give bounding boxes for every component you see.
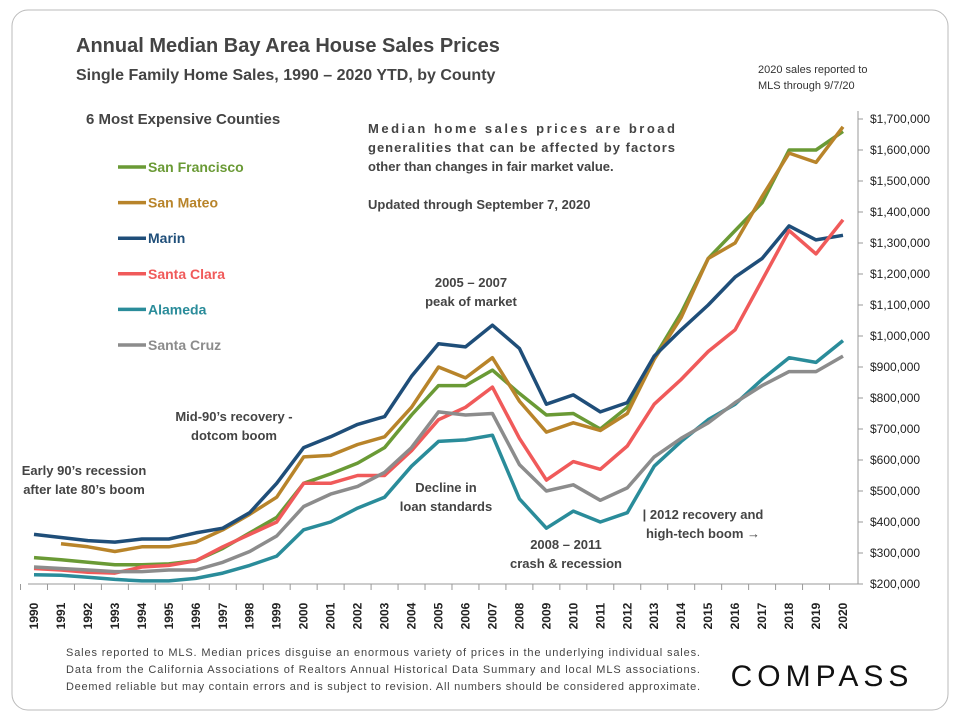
- footer: Deemed reliable but may contain errors a…: [66, 681, 700, 693]
- annotation: dotcom boom: [191, 428, 277, 443]
- y-tick-label: $1,700,000: [870, 112, 930, 126]
- x-tick-label: 2006: [458, 602, 472, 629]
- description: generalities that can be affected by fac…: [368, 140, 675, 155]
- series-line: [33, 339, 845, 583]
- y-tick-label: $1,500,000: [870, 174, 930, 188]
- legend-label: Santa Clara: [148, 266, 225, 282]
- x-tick-label: 2013: [647, 602, 661, 629]
- y-tick-label: $200,000: [870, 577, 920, 591]
- annotation: Early 90’s recession: [22, 463, 147, 478]
- y-tick-label: $1,300,000: [870, 236, 930, 250]
- x-tick-label: 2004: [405, 602, 419, 629]
- annotation: 2005 – 2007: [435, 275, 507, 290]
- footer: Data from the California Associations of…: [66, 664, 700, 676]
- annotation: loan standards: [400, 499, 492, 514]
- annotation: crash & recession: [510, 556, 622, 571]
- y-tick-label: $400,000: [870, 515, 920, 529]
- x-tick-label: 2017: [755, 602, 769, 629]
- y-tick-label: $1,400,000: [870, 205, 930, 219]
- x-tick-label: 2015: [701, 602, 715, 629]
- annotation: high-tech boom →: [646, 526, 760, 541]
- y-tick-label: $1,100,000: [870, 298, 930, 312]
- x-tick-label: 1997: [216, 602, 230, 629]
- annotation: peak of market: [425, 294, 517, 309]
- series-line: [33, 218, 845, 575]
- note: 2020 sales reported to: [758, 64, 867, 76]
- x-tick-label: 2018: [782, 602, 796, 629]
- note: MLS through 9/7/20: [758, 80, 855, 92]
- x-tick-label: 2009: [539, 602, 553, 629]
- description: Updated through September 7, 2020: [368, 197, 591, 212]
- y-tick-label: $700,000: [870, 422, 920, 436]
- x-tick-label: 2019: [809, 602, 823, 629]
- x-tick-label: 1991: [54, 602, 68, 629]
- legend-label: Marin: [148, 230, 185, 246]
- y-tick-label: $1,200,000: [870, 267, 930, 281]
- x-tick-label: 2007: [485, 602, 499, 629]
- x-tick-label: 2012: [620, 602, 634, 629]
- x-tick-label: 2000: [297, 602, 311, 629]
- x-tick-label: 1996: [189, 602, 203, 629]
- footer: Sales reported to MLS. Median prices dis…: [66, 647, 700, 659]
- description: Median home sales prices are broad: [368, 121, 675, 136]
- legend-label: Alameda: [148, 301, 207, 317]
- y-tick-label: $800,000: [870, 391, 920, 405]
- chart-subtitle: Single Family Home Sales, 1990 – 2020 YT…: [76, 67, 496, 84]
- annotation: after late 80’s boom: [23, 482, 145, 497]
- y-tick-label: $900,000: [870, 360, 920, 374]
- x-tick-label: 2010: [566, 602, 580, 629]
- annotation: | 2012 recovery and: [643, 507, 764, 522]
- x-tick-label: 1998: [243, 602, 257, 629]
- series-line: [60, 125, 845, 554]
- chart-title: Annual Median Bay Area House Sales Price…: [76, 35, 500, 57]
- annotation: 2008 – 2011: [530, 537, 602, 552]
- y-tick-label: $1,000,000: [870, 329, 930, 343]
- x-tick-label: 1994: [135, 602, 149, 629]
- series-line: [33, 354, 844, 574]
- annotation: Mid-90’s recovery -: [175, 409, 292, 424]
- x-tick-label: 2008: [512, 602, 526, 629]
- x-tick-label: 1990: [27, 602, 41, 629]
- frame: [11, 9, 949, 711]
- x-tick-label: 2020: [836, 602, 850, 629]
- x-tick-label: 2011: [593, 603, 607, 629]
- x-tick-label: 2003: [378, 602, 392, 629]
- x-tick-label: 1999: [270, 602, 284, 629]
- x-tick-label: 1993: [108, 602, 122, 629]
- x-tick-label: 1995: [162, 602, 176, 629]
- x-tick-label: 1992: [81, 602, 95, 629]
- x-tick-label: 2016: [728, 602, 742, 629]
- legend-label: San Francisco: [148, 159, 244, 175]
- description: other than changes in fair market value.: [368, 159, 614, 174]
- x-tick-label: 2005: [432, 602, 446, 629]
- x-tick-label: 2002: [351, 602, 365, 629]
- legend-title: 6 Most Expensive Counties: [86, 111, 280, 128]
- legend-label: San Mateo: [148, 195, 218, 211]
- y-tick-label: $300,000: [870, 546, 920, 560]
- y-tick-label: $600,000: [870, 453, 920, 467]
- series-line: [33, 224, 844, 544]
- y-tick-label: $1,600,000: [870, 143, 930, 157]
- y-tick-label: $500,000: [870, 484, 920, 498]
- legend-label: Santa Cruz: [148, 337, 221, 353]
- x-tick-label: 2001: [324, 602, 338, 629]
- annotation: Decline in: [415, 480, 476, 495]
- x-tick-label: 2014: [674, 602, 688, 629]
- logo: COMPASS: [731, 660, 914, 693]
